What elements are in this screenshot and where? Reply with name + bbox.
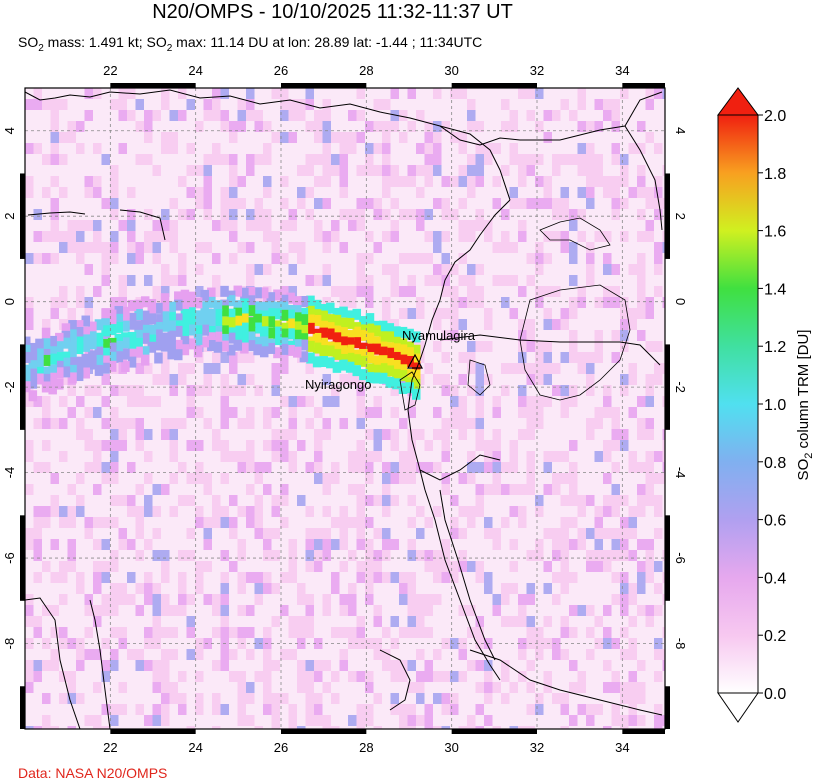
lat-tick-left: -4	[2, 467, 17, 479]
lon-tick-bottom: 32	[530, 740, 544, 755]
lon-tick-top: 22	[103, 63, 117, 78]
lat-tick-right: -8	[673, 638, 688, 650]
colorbar-tick: 0.0	[764, 686, 786, 703]
graticule	[25, 88, 665, 729]
lon-tick-top: 24	[188, 63, 202, 78]
lat-tick-right: 4	[673, 127, 688, 134]
lat-tick-left: -2	[2, 381, 17, 393]
so2-mass-prefix: SO	[18, 34, 39, 50]
colorbar-tick: 1.4	[764, 281, 786, 298]
so2-mass-subscript: 2	[38, 42, 44, 54]
colorbar-tick-labels: 2.0 1.8 1.6 1.4 1.2 1.0 0.8 0.6 0.4 0.2 0.0	[758, 108, 786, 703]
so2-mass-text: mass: 1.491 kt; SO	[43, 34, 167, 50]
lon-tick-top: 30	[444, 63, 458, 78]
volcano-triangle-icon	[406, 353, 424, 369]
colorbar-tick: 0.4	[764, 570, 786, 587]
colorbar-tick: 1.2	[764, 339, 786, 356]
so2-pixel-field	[25, 88, 665, 729]
lat-tick-right: -2	[673, 381, 688, 393]
colorbar-tick: 2.0	[764, 108, 786, 125]
lon-tick-bottom: 22	[103, 740, 117, 755]
so2-max-subscript: 2	[166, 42, 173, 54]
colorbar-gradient	[717, 114, 759, 694]
map-title: N20/OMPS - 10/10/2025 11:32-11:37 UT	[152, 1, 513, 23]
colorbar-label: SO2 column TRM [DU]	[795, 330, 815, 481]
lat-tick-left: -8	[2, 638, 17, 650]
volcano-label-nyamulagira: Nyamulagira	[402, 328, 476, 343]
colorbar-max-arrow	[717, 87, 759, 116]
frame-scale-bars	[20, 83, 670, 734]
colorbar-tick: 0.8	[764, 455, 786, 472]
colorbar-tick: 0.6	[764, 513, 786, 530]
colorbar-min-arrow	[717, 692, 759, 723]
colorbar: 2.0 1.8 1.6 1.4 1.2 1.0 0.8 0.6 0.4 0.2 0.0 SO2 co…	[717, 87, 815, 723]
colorbar-tick: 0.2	[764, 628, 786, 645]
lon-tick-bottom: 30	[444, 740, 458, 755]
colorbar-tick: 1.8	[764, 166, 786, 183]
lon-tick-top: 34	[615, 63, 629, 78]
so2-max-text: max: 11.14 DU at lon: 28.89 lat: -1.44 ;…	[172, 34, 483, 50]
lon-tick-bottom: 24	[188, 740, 202, 755]
lake-outlines	[399, 217, 631, 411]
lat-tick-right: 0	[673, 298, 688, 305]
volcano-label-nyiragongo: Nyiragongo	[305, 377, 372, 392]
so2-summary: SO2 mass: 1.491 kt; SO2 max: 11.14 DU at…	[18, 33, 482, 58]
volcano-markers: Nyamulagira Nyiragongo	[305, 328, 476, 392]
lat-tick-right: -4	[673, 467, 688, 479]
lon-tick-top: 26	[274, 63, 288, 78]
lat-tick-left: 4	[2, 127, 17, 134]
lat-tick-left: 2	[2, 213, 17, 220]
lon-tick-bottom: 34	[615, 740, 629, 755]
lon-tick-bottom: 28	[359, 740, 373, 755]
lon-tick-top: 28	[359, 63, 373, 78]
coastlines-borders	[25, 89, 663, 729]
lat-tick-left: -6	[2, 552, 17, 564]
colorbar-tick: 1.0	[764, 397, 786, 414]
lon-tick-bottom: 26	[274, 740, 288, 755]
colorbar-tick: 1.6	[764, 224, 786, 241]
lat-tick-right: 2	[673, 213, 688, 220]
data-credit: Data: NASA N20/OMPS	[18, 765, 168, 781]
lon-tick-top: 32	[530, 63, 544, 78]
lat-tick-left: 0	[2, 298, 17, 305]
lat-tick-right: -6	[673, 552, 688, 564]
